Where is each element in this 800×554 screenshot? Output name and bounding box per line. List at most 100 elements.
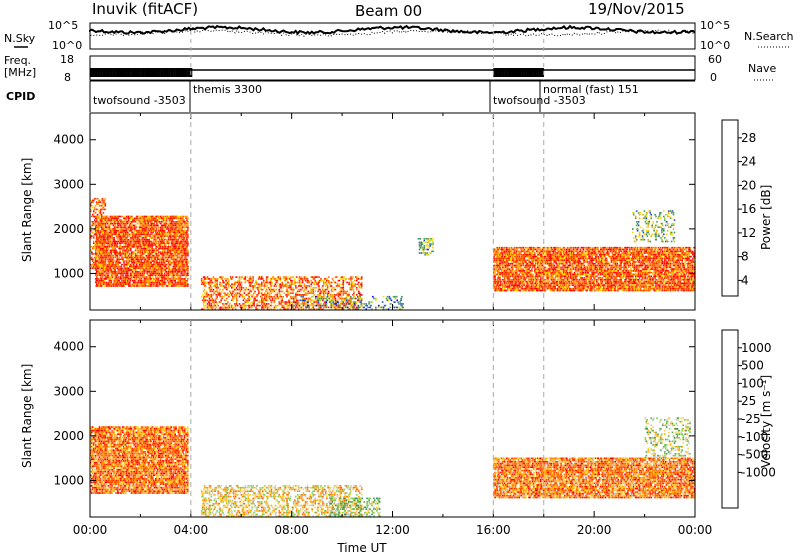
nave-bar	[159, 68, 161, 77]
data-cell	[120, 222, 122, 225]
data-cell	[139, 230, 142, 232]
data-cell	[126, 256, 128, 259]
data-cell	[137, 279, 140, 282]
data-cell	[289, 278, 291, 280]
data-cell	[318, 285, 320, 287]
data-cell	[141, 238, 144, 241]
data-cell	[154, 221, 156, 223]
data-cell	[183, 238, 185, 241]
data-cell	[105, 274, 108, 277]
data-cell	[270, 301, 273, 303]
data-cell	[268, 294, 271, 296]
data-cell	[95, 221, 97, 223]
data-cell	[120, 233, 122, 236]
data-cell	[155, 221, 157, 223]
data-cell	[105, 221, 108, 223]
nave-bar	[108, 68, 111, 77]
data-cell	[99, 244, 102, 246]
data-cell	[127, 240, 129, 243]
data-cell	[182, 215, 184, 218]
data-cell	[92, 212, 95, 214]
data-cell	[139, 242, 142, 244]
data-cell	[339, 294, 342, 296]
data-cell	[222, 276, 224, 278]
data-cell	[145, 215, 148, 218]
data-cell	[151, 253, 153, 255]
data-cell	[333, 304, 335, 307]
data-cell	[131, 217, 134, 220]
data-cell	[419, 246, 422, 249]
data-cell	[187, 224, 189, 227]
data-cell	[134, 237, 137, 239]
nave-bar	[161, 68, 164, 77]
data-cell	[170, 228, 173, 230]
data-cell	[129, 253, 131, 255]
data-cell	[317, 295, 319, 298]
data-cell	[152, 283, 154, 285]
nave-bar	[537, 68, 539, 77]
data-cell	[161, 228, 163, 230]
data-cell	[100, 263, 103, 266]
data-cell	[173, 256, 176, 259]
data-cell	[186, 258, 188, 261]
data-cell	[164, 272, 167, 275]
data-cell	[149, 224, 151, 227]
data-cell	[131, 251, 134, 253]
data-cell	[175, 278, 178, 280]
data-cell	[143, 269, 146, 271]
data-cell	[130, 242, 133, 244]
data-cell	[145, 262, 148, 264]
data-cell	[227, 287, 229, 289]
data-cell	[249, 297, 251, 300]
data-cell	[140, 226, 143, 228]
data-cell	[148, 271, 150, 273]
data-cell	[165, 240, 168, 243]
data-cell	[327, 285, 329, 287]
data-cell	[160, 231, 162, 234]
data-cell	[160, 242, 162, 244]
data-cell	[163, 279, 166, 282]
data-cell	[215, 301, 218, 303]
data-cell	[107, 253, 110, 255]
data-cell	[310, 283, 313, 285]
data-cell	[281, 281, 283, 284]
data-cell	[320, 290, 322, 293]
nave-bar	[160, 68, 163, 77]
data-cell	[227, 292, 229, 294]
data-cell	[123, 256, 125, 259]
data-cell	[107, 278, 110, 280]
data-cell	[158, 235, 160, 237]
data-cell	[160, 230, 162, 232]
data-cell	[140, 222, 143, 225]
data-cell	[307, 301, 309, 303]
data-cell	[182, 237, 184, 239]
data-cell	[161, 235, 164, 237]
data-cell	[129, 219, 131, 221]
data-cell	[143, 222, 146, 225]
nave-bar	[98, 68, 101, 77]
data-cell	[127, 226, 129, 228]
data-cell	[162, 274, 165, 277]
data-cell	[157, 267, 159, 269]
data-cell	[143, 217, 146, 220]
data-cell	[112, 221, 115, 223]
data-cell	[113, 253, 116, 255]
data-cell	[118, 235, 120, 237]
data-cell	[200, 295, 203, 298]
data-cell	[97, 228, 100, 230]
data-cell	[122, 240, 124, 243]
data-cell	[122, 222, 124, 225]
data-cell	[102, 242, 105, 244]
data-cell	[141, 253, 144, 255]
data-cell	[174, 237, 177, 239]
data-cell	[358, 299, 360, 302]
data-cell	[98, 199, 101, 202]
data-cell	[162, 215, 165, 218]
data-cell	[170, 222, 173, 225]
data-cell	[131, 283, 134, 285]
data-cell	[248, 292, 250, 294]
data-cell	[106, 215, 109, 218]
data-cell	[340, 295, 343, 298]
data-cell	[179, 269, 181, 271]
data-cell	[104, 276, 107, 278]
